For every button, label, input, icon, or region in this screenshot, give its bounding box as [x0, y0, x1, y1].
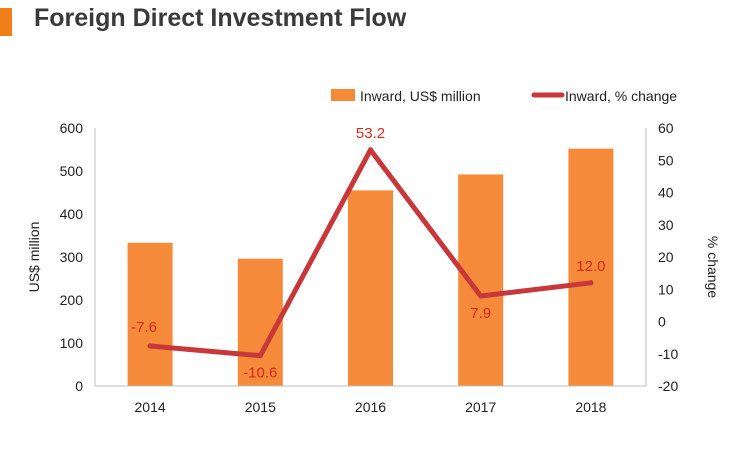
- legend-bar-swatch: [331, 89, 355, 101]
- y2-tick-label: 30: [658, 217, 674, 233]
- pct-change-point-2018: [588, 280, 594, 286]
- y2-tick-label: 20: [658, 249, 674, 265]
- pct-change-point-2014: [147, 343, 153, 349]
- y-tick-label: 400: [60, 206, 84, 222]
- pct-change-label-2015: -10.6: [243, 365, 277, 382]
- y-tick-label: 100: [60, 335, 84, 351]
- y-tick-label: 0: [75, 378, 83, 394]
- legend-bar-label: Inward, US$ million: [360, 88, 481, 104]
- y2-tick-label: 10: [658, 281, 674, 297]
- y-tick-label: 500: [60, 163, 84, 179]
- bar-2018: [568, 148, 614, 386]
- y2-tick-label: 60: [658, 120, 674, 136]
- title-accent-bar: [0, 8, 12, 36]
- y2-tick-label: 40: [658, 185, 674, 201]
- x-tick-label: 2017: [465, 399, 496, 415]
- x-tick-label: 2018: [575, 399, 606, 415]
- legend-line-label: Inward, % change: [565, 88, 677, 104]
- data-labels: -7.6 -10.6 53.2 7.9 12.0: [131, 125, 605, 382]
- legend: Inward, US$ million Inward, % change: [331, 88, 677, 104]
- y-tick-label: 200: [60, 292, 84, 308]
- y2-tick-label: 50: [658, 152, 674, 168]
- pct-change-point-2015: [257, 353, 263, 359]
- y2-tick-label: 0: [658, 314, 666, 330]
- pct-change-point-2016: [368, 147, 373, 153]
- page-title: Foreign Direct Investment Flow: [34, 4, 407, 32]
- pct-change-label-2018: 12.0: [576, 258, 605, 275]
- x-tick-label: 2016: [355, 399, 386, 415]
- bar-series: [127, 148, 614, 386]
- x-tick-label: 2014: [135, 399, 166, 415]
- pct-change-label-2017: 7.9: [470, 305, 491, 322]
- bar-2014: [127, 242, 173, 386]
- x-tick-label: 2015: [245, 399, 276, 415]
- y2-tick-label: -10: [658, 346, 678, 362]
- y-tick-label: 600: [60, 120, 84, 136]
- axes: 0 100 200 300 400 500 600 -20 -10 0 10 20 30 40 50 60 20…: [26, 120, 721, 415]
- y-tick-label: 300: [60, 249, 84, 265]
- bar-2015: [237, 258, 283, 386]
- bar-2017: [458, 174, 504, 386]
- bar-2016: [348, 190, 393, 386]
- line-series: [147, 147, 594, 359]
- y-axis-title: US$ million: [26, 222, 42, 293]
- pct-change-label-2014: -7.6: [131, 319, 157, 336]
- pct-change-point-2017: [478, 293, 484, 299]
- pct-change-label-2016: 53.2: [356, 125, 385, 142]
- y2-tick-label: -20: [658, 378, 678, 394]
- y2-axis-title: % change: [705, 236, 721, 298]
